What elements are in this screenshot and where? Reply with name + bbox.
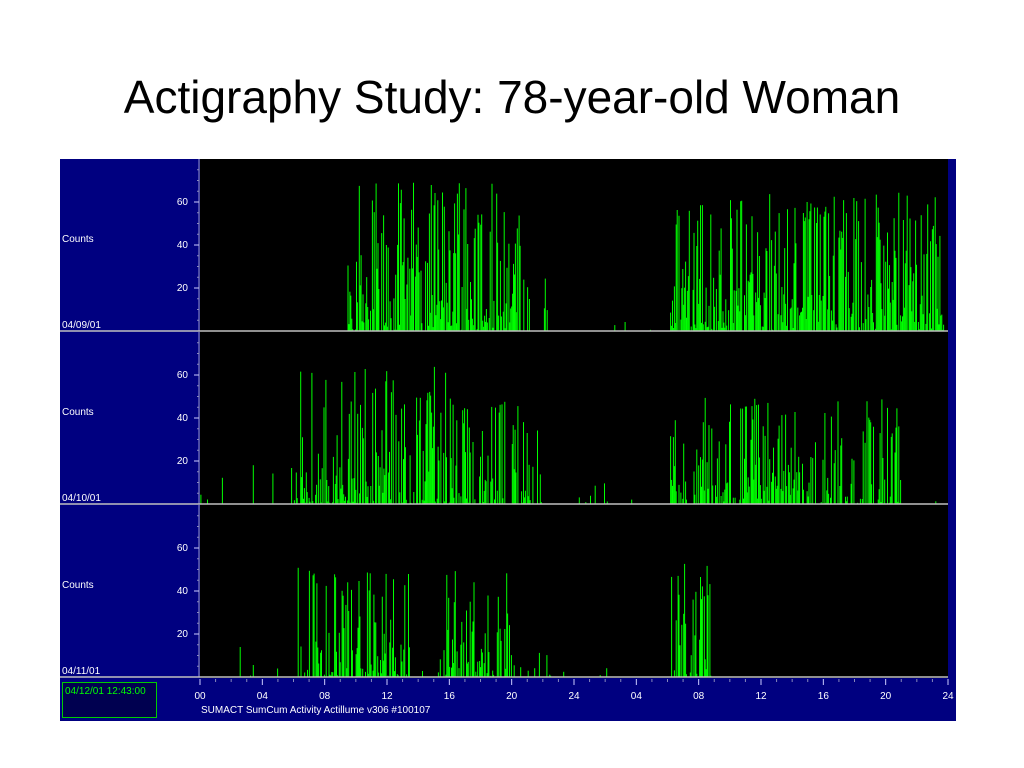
y-tick-label: 60 <box>177 197 189 208</box>
y-tick-label: 40 <box>177 586 189 597</box>
activity-series <box>347 182 945 331</box>
y-tick-label: 20 <box>177 283 189 294</box>
row-date-label: 04/10/01 <box>62 493 101 504</box>
plot-area <box>200 505 948 678</box>
activity-series <box>239 563 712 677</box>
x-tick-label: 20 <box>880 691 892 702</box>
row-date-label: 04/09/01 <box>62 320 101 331</box>
slide-title: Actigraphy Study: 78-year-old Woman <box>123 71 901 123</box>
x-tick-label: 12 <box>755 691 767 702</box>
y-axis-label: Counts <box>62 580 94 591</box>
x-tick-label: 04 <box>257 691 269 702</box>
x-tick-label: 24 <box>568 691 580 702</box>
row-date-label: 04/11/01 <box>62 666 101 677</box>
activity-series <box>200 366 937 504</box>
actigraphy-chart: 20 40 60 Counts 04/09/01 20 40 60 Counts 04/10/01… <box>60 159 954 702</box>
x-tick-label: 24 <box>942 691 954 702</box>
plot-area <box>200 159 948 332</box>
x-tick-label: 16 <box>444 691 456 702</box>
footer-label: SUMACT SumCum Activity Actillume v306 #1… <box>201 705 431 716</box>
x-tick-label: 00 <box>194 691 206 702</box>
x-tick-label: 16 <box>818 691 830 702</box>
x-tick-label: 04 <box>631 691 643 702</box>
y-tick-label: 20 <box>177 629 189 640</box>
y-tick-label: 60 <box>177 370 189 381</box>
y-tick-label: 40 <box>177 413 189 424</box>
y-axis-label: Counts <box>62 407 94 418</box>
x-tick-label: 12 <box>381 691 393 702</box>
y-tick-label: 20 <box>177 456 189 467</box>
x-tick-label: 20 <box>506 691 518 702</box>
y-tick-label: 60 <box>177 543 189 554</box>
x-tick-label: 08 <box>319 691 331 702</box>
actigraphy-panel: 20 40 60 Counts 04/09/01 20 40 60 Counts 04/10/01… <box>60 159 956 721</box>
y-tick-label: 40 <box>177 240 189 251</box>
timestamp-box: 04/12/01 12:43:00 <box>62 682 157 718</box>
x-tick-label: 08 <box>693 691 705 702</box>
y-axis-label: Counts <box>62 234 94 245</box>
